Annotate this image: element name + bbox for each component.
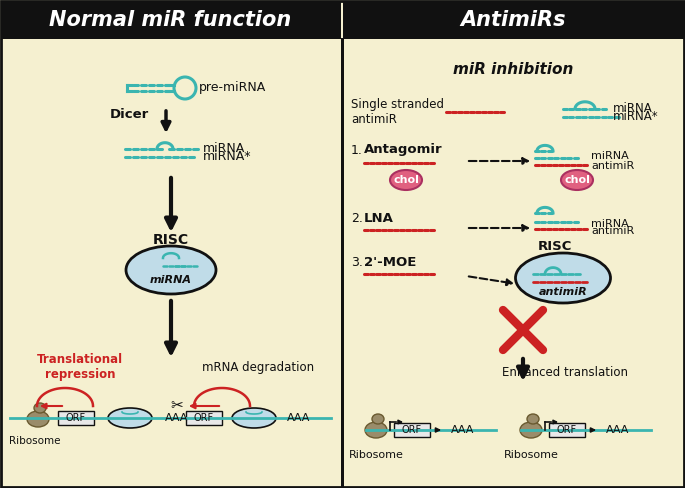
Text: antimiR: antimiR [591,161,634,171]
Ellipse shape [372,414,384,424]
Text: AAA: AAA [165,413,188,423]
Text: Normal miR function: Normal miR function [49,10,291,30]
Text: miRNA: miRNA [591,219,629,229]
Ellipse shape [520,422,542,438]
Text: ✂: ✂ [171,399,184,413]
Text: AAA: AAA [287,413,310,423]
Text: Ribosome: Ribosome [503,450,558,460]
Text: mRNA degradation: mRNA degradation [202,361,314,373]
Bar [549,423,585,437]
Ellipse shape [34,403,46,413]
Text: ORF: ORF [194,413,214,423]
Text: chol: chol [564,175,590,185]
Text: 1.: 1. [351,143,363,157]
Text: Ribosome: Ribosome [10,436,61,446]
Bar [341,38,344,487]
Ellipse shape [126,246,216,294]
Bar [1,1,341,39]
Text: 3.: 3. [351,256,363,268]
Text: RISC: RISC [153,233,189,247]
Text: ORF: ORF [402,425,422,435]
Text: antimiR: antimiR [591,226,634,236]
Text: 2'-MOE: 2'-MOE [364,256,416,268]
Text: miRNA: miRNA [150,275,192,285]
Ellipse shape [365,422,387,438]
Text: miRNA*: miRNA* [203,150,251,163]
Text: RISC: RISC [538,240,572,252]
Text: Antagomir: Antagomir [364,143,443,157]
Text: Dicer: Dicer [110,108,149,122]
Text: 2.: 2. [351,211,363,224]
Text: Single stranded
antimiR: Single stranded antimiR [351,98,444,126]
Text: miRNA: miRNA [591,151,629,161]
Text: Translational
repression: Translational repression [37,353,123,381]
Text: AAA: AAA [606,425,630,435]
Ellipse shape [527,414,539,424]
Ellipse shape [108,408,152,428]
Ellipse shape [561,170,593,190]
Text: ORF: ORF [66,413,86,423]
Bar [186,411,222,425]
Text: ORF: ORF [557,425,577,435]
Text: LNA: LNA [364,211,394,224]
Bar [394,423,430,437]
Text: AAA: AAA [451,425,475,435]
Text: Ribosome: Ribosome [349,450,403,460]
Ellipse shape [232,408,276,428]
Bar [343,1,684,39]
Text: miR inhibition: miR inhibition [453,62,573,78]
Text: miRNA: miRNA [613,102,653,116]
Bar [58,411,94,425]
Text: miRNA*: miRNA* [613,110,658,123]
Ellipse shape [516,253,610,303]
Ellipse shape [390,170,422,190]
Text: antimiR: antimiR [538,287,587,297]
Text: AntimiRs: AntimiRs [460,10,566,30]
Text: pre-miRNA: pre-miRNA [199,81,266,95]
Text: Enhanced translation: Enhanced translation [502,366,628,380]
Text: chol: chol [393,175,419,185]
Ellipse shape [27,411,49,427]
Text: miRNA: miRNA [203,142,245,156]
